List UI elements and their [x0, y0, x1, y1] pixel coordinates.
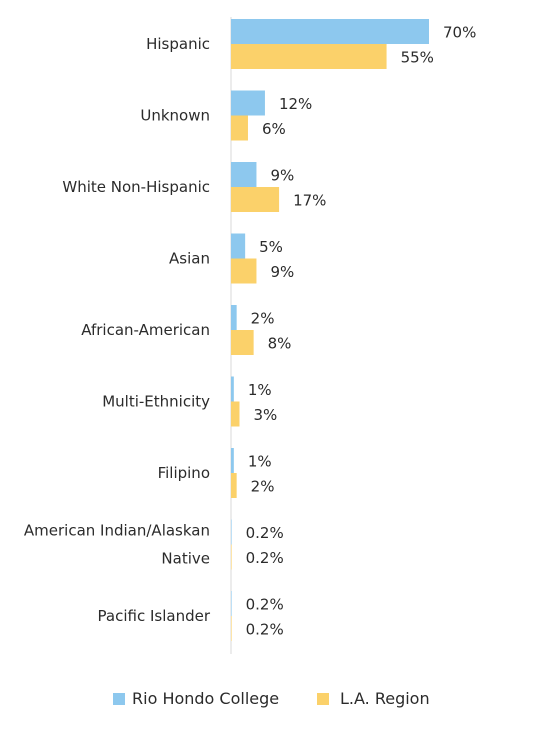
bar-la-region — [231, 401, 240, 427]
bar-la-region — [231, 187, 280, 212]
category-label: African-American — [81, 321, 210, 339]
data-label: 0.2% — [246, 596, 284, 614]
category-label: American Indian/Alaskan — [24, 522, 210, 540]
bar-rio-hondo — [231, 305, 237, 330]
bar-la-region — [231, 616, 232, 641]
data-label: 5% — [259, 238, 283, 256]
category-label: White Non-Hispanic — [62, 178, 210, 196]
bar-rio-hondo — [231, 591, 232, 616]
legend-label: L.A. Region — [340, 689, 430, 708]
category-label: Filipino — [158, 464, 210, 482]
bar-la-region — [231, 44, 387, 69]
bar-rio-hondo — [231, 519, 232, 545]
bar-rio-hondo — [231, 90, 265, 116]
category-label: Pacific Islander — [98, 607, 211, 625]
data-label: 2% — [251, 310, 275, 328]
bar-la-region — [231, 330, 254, 355]
data-label: 70% — [443, 24, 476, 42]
data-label: 55% — [401, 49, 434, 67]
category-label: Hispanic — [146, 35, 210, 53]
legend-label: Rio Hondo College — [132, 689, 279, 708]
data-label: 6% — [262, 120, 286, 138]
category-label: Native — [161, 550, 210, 568]
bar-rio-hondo — [231, 162, 257, 187]
bar-la-region — [231, 115, 248, 141]
data-label: 3% — [253, 406, 277, 424]
data-label: 8% — [268, 335, 292, 353]
data-label: 17% — [293, 192, 326, 210]
bar-rio-hondo — [231, 233, 246, 259]
bar-rio-hondo — [231, 376, 234, 402]
data-label: 0.2% — [246, 549, 284, 567]
data-label: 9% — [270, 263, 294, 281]
data-label: 1% — [248, 381, 272, 399]
category-label: Asian — [169, 250, 210, 268]
legend-swatch — [113, 693, 125, 705]
category-label: Multi-Ethnicity — [102, 393, 210, 411]
data-label: 12% — [279, 95, 312, 113]
data-label: 2% — [251, 478, 275, 496]
category-label: Unknown — [140, 107, 210, 125]
bar-rio-hondo — [231, 19, 429, 44]
bar-rio-hondo — [231, 448, 234, 473]
bar-la-region — [231, 258, 257, 284]
legend-swatch — [317, 693, 329, 705]
bar-la-region — [231, 473, 237, 498]
data-label: 0.2% — [246, 524, 284, 542]
data-label: 1% — [248, 453, 272, 471]
data-label: 0.2% — [246, 621, 284, 639]
bar-la-region — [231, 544, 232, 570]
data-label: 9% — [270, 167, 294, 185]
